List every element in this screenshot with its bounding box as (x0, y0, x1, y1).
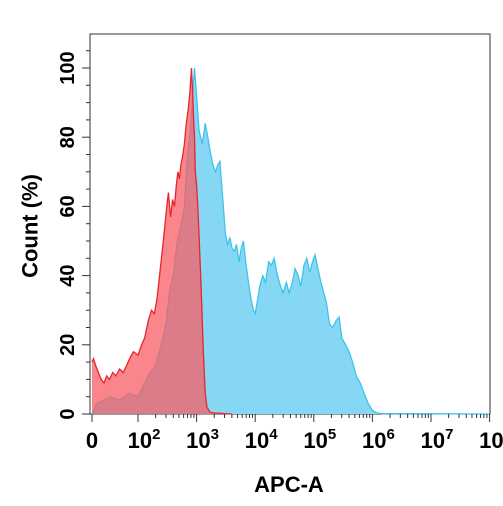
x-axis-label: APC-A (254, 472, 324, 497)
y-tick-label: 100 (57, 51, 79, 84)
x-tick-label: 103 (186, 426, 219, 453)
y-tick-label: 40 (57, 264, 79, 286)
y-tick-label: 0 (57, 408, 79, 419)
x-tick-label: 102 (128, 426, 161, 453)
y-axis: 0 20 40 60 80 100 (57, 50, 90, 420)
y-axis-label: Count (%) (18, 174, 43, 278)
x-axis: 0 102 103 104 105 106 107 108 (86, 414, 503, 453)
y-tick-label: 20 (57, 334, 79, 356)
y-tick-label: 80 (57, 126, 79, 148)
series-1-area (92, 68, 232, 414)
series-1-line (91, 67, 232, 415)
x-tick-label: 107 (421, 426, 454, 453)
x-tick-label: 106 (362, 426, 395, 453)
x-tick-label: 105 (303, 426, 336, 453)
x-tick-label: 104 (245, 426, 278, 453)
x-tick-label: 0 (86, 428, 98, 453)
series-layer (91, 67, 490, 415)
x-tick-label: 108 (479, 426, 503, 453)
y-tick-label: 60 (57, 195, 79, 217)
